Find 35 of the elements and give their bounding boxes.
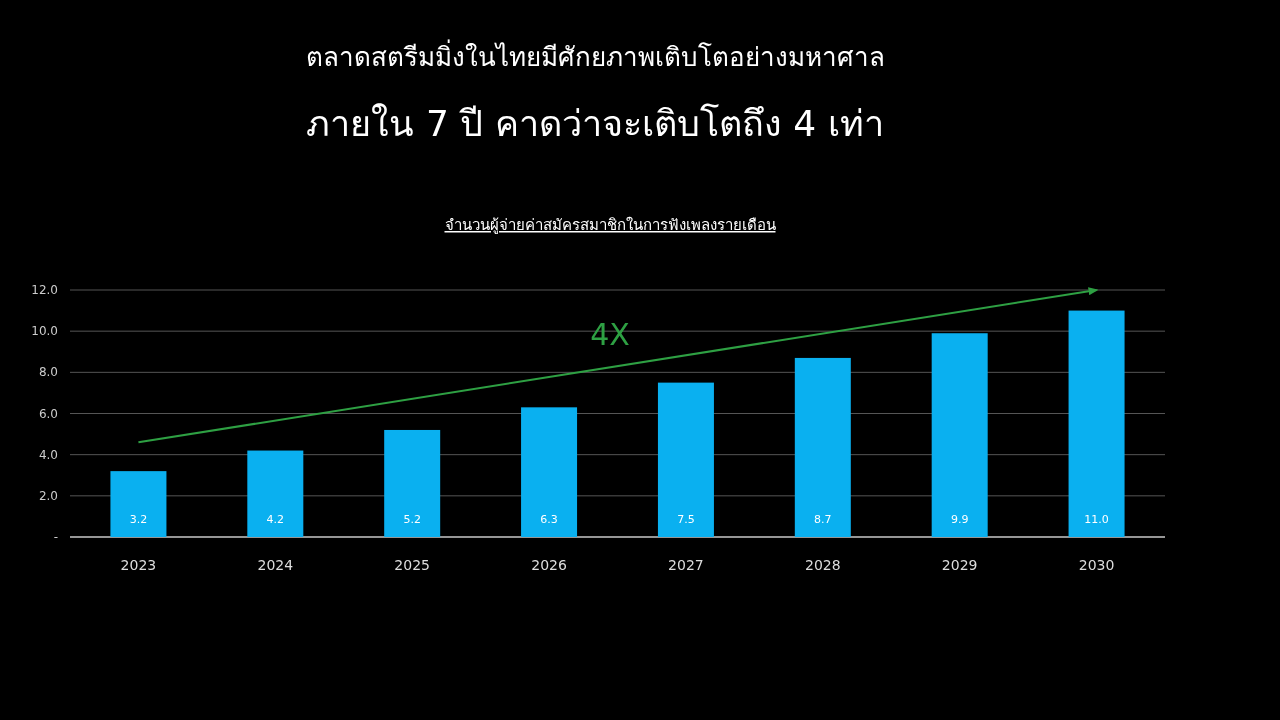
bar	[1068, 310, 1125, 537]
data-label: 4.2	[266, 513, 285, 526]
bar	[657, 382, 714, 537]
bar	[110, 471, 167, 537]
x-tick-label: 2026	[531, 557, 567, 573]
data-label: 11.0	[1084, 513, 1109, 526]
text: จำนวนผู้จ่ายค่าสมัครสมาชิกในการฟังเพลงรายเดือน	[444, 216, 776, 234]
y-tick-label: 4.0	[38, 447, 58, 462]
x-tick-label: 2025	[394, 557, 431, 573]
data-label: 8.7	[814, 513, 832, 526]
x-tick-label: 2024	[257, 557, 294, 573]
data-label: 7.5	[677, 513, 695, 526]
y-tick-label: 2.0	[38, 488, 58, 503]
annotation: 4X	[590, 317, 630, 352]
x-tick-label: 2027	[668, 557, 704, 573]
data-label: 5.2	[403, 513, 421, 526]
y-tick-label: 8.0	[38, 365, 58, 380]
bar	[931, 333, 988, 537]
chart-title: ตลาดสตรีมมิ่งในไทยมีศักยภาพเติบโตอย่างมหาศาล	[305, 39, 885, 72]
y-tick-label: 12.0	[31, 283, 58, 297]
x-tick-label: 2028	[804, 557, 841, 573]
bar	[247, 450, 304, 537]
data-label: 6.3	[540, 513, 558, 526]
y-tick-label: -	[53, 530, 58, 544]
bar	[384, 429, 441, 537]
bar	[794, 357, 851, 537]
x-tick-label: 2029	[941, 557, 978, 573]
x-tick-label: 2030	[1078, 557, 1115, 573]
chart-subtitle: ภายใน 7 ปี คาดว่าจะเติบโตถึง 4 เท่า	[306, 103, 884, 144]
x-tick-label: 2023	[120, 557, 157, 573]
data-label: 9.9	[950, 513, 969, 526]
y-tick-label: 6.0	[38, 406, 58, 421]
y-tick-label: 10.0	[31, 324, 58, 339]
data-label: 3.2	[129, 513, 148, 526]
bar	[521, 407, 578, 537]
